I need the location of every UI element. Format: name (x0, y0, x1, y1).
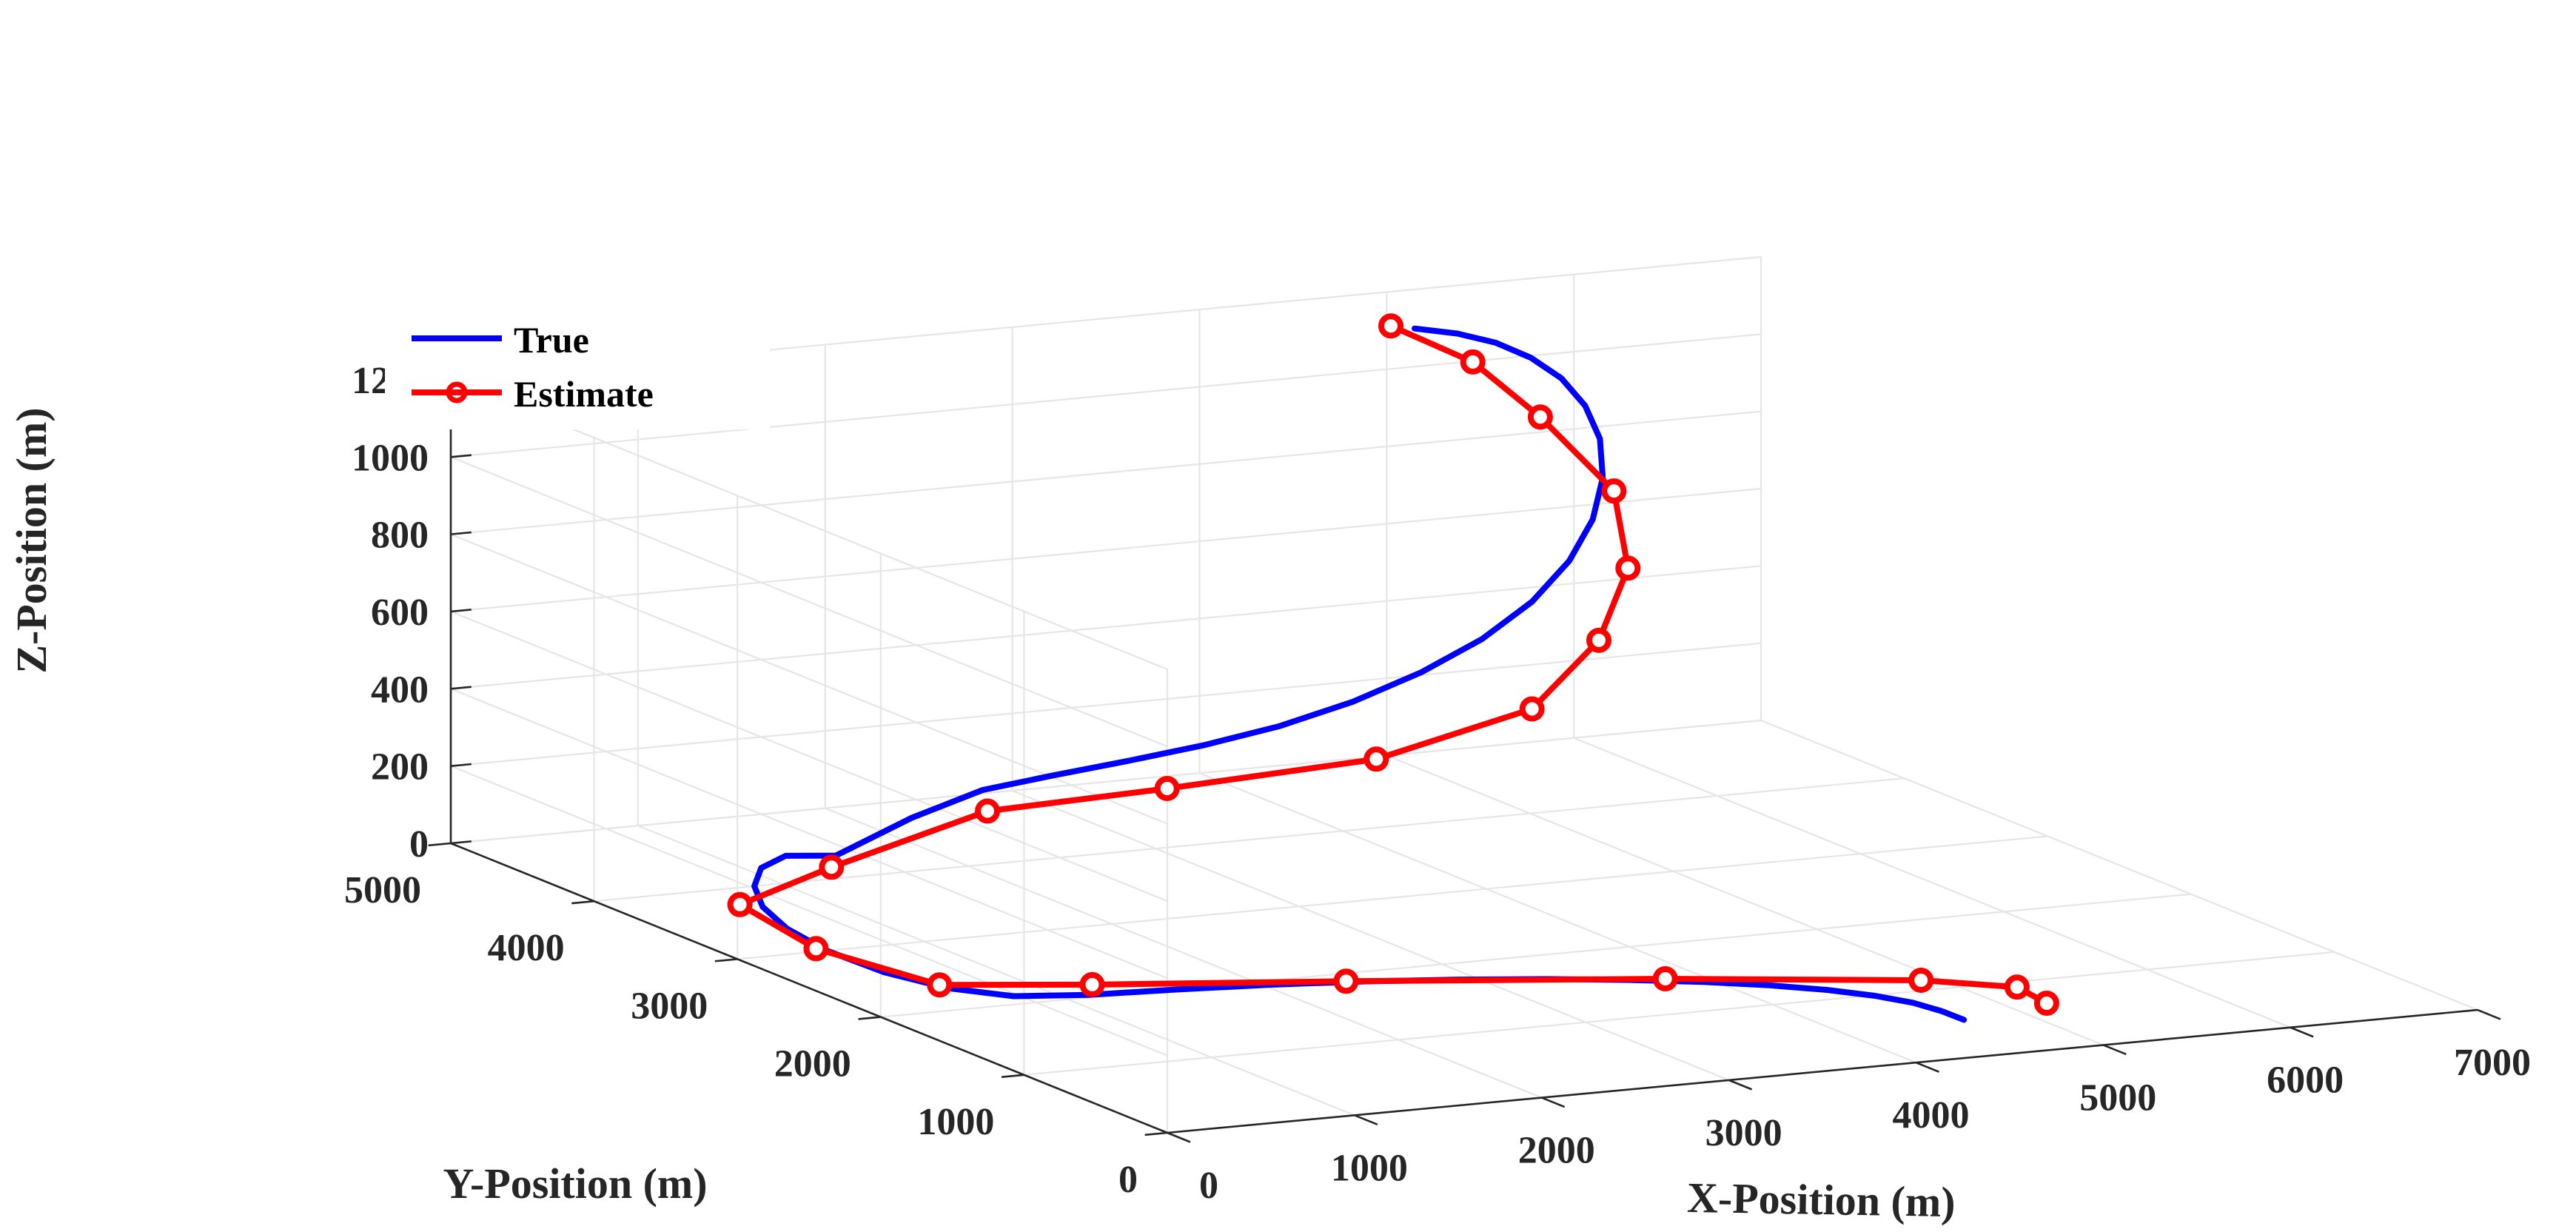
series-estimate-point (727, 891, 753, 917)
series-estimate-point (1601, 478, 1627, 504)
z-tick-mark (450, 531, 472, 535)
x-tick-label: 5000 (2079, 1077, 2156, 1119)
sidewall-gridline-z (450, 610, 1168, 902)
legend: True Estimate (385, 296, 770, 429)
z-tick-label: 400 (371, 669, 429, 711)
sidewall-gridline-z (450, 456, 1168, 748)
z-tick-mark (450, 840, 472, 845)
series-estimate-point (1460, 349, 1486, 375)
floor-gridline-x (1760, 720, 2478, 1011)
series-estimate-point (1154, 776, 1180, 801)
x-axis-line (1167, 1008, 2478, 1134)
x-tick-label: 3000 (1705, 1112, 1782, 1154)
y-axis-line (450, 842, 1168, 1134)
floor-gridline-y (594, 777, 1905, 903)
y-axis-title: Y-Position (m) (443, 1159, 707, 1208)
floor-gridline-y (737, 835, 2048, 960)
sidewall-gridline-z (450, 765, 1168, 1057)
z-tick-label: 200 (371, 746, 429, 789)
y-tick-mark (1001, 1074, 1024, 1078)
y-tick-mark (571, 900, 594, 905)
y-tick-mark (1144, 1131, 1168, 1136)
z-tick-label: 0 (409, 823, 429, 866)
x-tick-label: 0 (1199, 1165, 1218, 1207)
z-tick-label: 800 (371, 515, 429, 557)
z-axis-title: Z-Position (m) (7, 407, 56, 673)
x-tick-mark (1541, 1097, 1566, 1108)
legend-estimate-marker (446, 381, 468, 404)
floor-gridline-x (825, 807, 1543, 1099)
y-tick-mark (858, 1016, 881, 1020)
series-estimate-point (819, 854, 845, 880)
series-estimate-point (1333, 968, 1359, 994)
series-estimate-point (803, 936, 829, 962)
floor-gridline-x (1199, 772, 1916, 1064)
x-tick-label: 4000 (1892, 1094, 1969, 1136)
x-tick-mark (1354, 1114, 1378, 1126)
x-tick-mark (1915, 1061, 1939, 1073)
series-estimate-point (1527, 404, 1553, 430)
y-tick-label: 4000 (488, 927, 565, 969)
series-estimate-point (1364, 746, 1389, 772)
x-tick-label: 7000 (2454, 1042, 2531, 1084)
x-tick-label: 6000 (2267, 1059, 2344, 1102)
x-tick-mark (2102, 1044, 2127, 1056)
series-estimate-point (1908, 968, 1934, 993)
floor-gridline-x (1386, 754, 2104, 1046)
floor-gridline-y (1024, 951, 2335, 1076)
series-estimate-point (975, 798, 1000, 824)
y-tick-label: 5000 (344, 869, 421, 911)
series-estimate-point (927, 972, 953, 998)
z-tick-label: 1000 (352, 437, 429, 479)
x-tick-mark (2290, 1026, 2314, 1038)
series-estimate-line (737, 323, 2050, 1006)
x-axis-title: X-Position (m) (1687, 1174, 1956, 1226)
backwall-gridline-z (450, 719, 1762, 845)
x-tick-label: 1000 (1331, 1147, 1408, 1189)
series-estimate-point (1652, 966, 1678, 991)
backwall-gridline-z (450, 487, 1762, 613)
z-tick-mark (450, 454, 472, 458)
backwall-gridline-z (450, 333, 1762, 458)
series-estimate-point (1378, 313, 1403, 339)
x-tick-mark (2477, 1008, 2501, 1020)
axis-labels: X-Position (m) Y-Position (m) Z-Position… (7, 407, 1956, 1226)
z-tick-label: 600 (371, 592, 429, 634)
y-tick-label: 0 (1118, 1159, 1138, 1201)
y-tick-mark (714, 958, 738, 962)
legend-estimate-label: Estimate (514, 373, 654, 415)
legend-true-label: True (514, 319, 589, 361)
sidewall-gridline-z (450, 688, 1168, 980)
backwall-gridline-z (450, 410, 1762, 535)
backwall-gridline-z (450, 642, 1762, 767)
y-tick-mark (428, 842, 452, 847)
series-estimate-point (2004, 974, 2030, 1000)
data-series (727, 313, 2059, 1023)
x-tick-mark (1728, 1079, 1753, 1091)
z-tick-mark (450, 763, 472, 767)
series-estimate-point (2033, 991, 2059, 1016)
z-tick-mark (450, 609, 472, 613)
x-tick-label: 2000 (1518, 1130, 1595, 1172)
y-tick-label: 2000 (774, 1043, 851, 1085)
z-tick-mark (450, 686, 472, 690)
series-estimate-point (1519, 696, 1545, 722)
series-estimate-point (1586, 627, 1611, 653)
legend-box (385, 296, 770, 429)
series-estimate-point (1079, 971, 1105, 997)
y-tick-label: 3000 (631, 985, 708, 1027)
x-tick-mark (1167, 1131, 1191, 1143)
floor-gridline-x (1012, 789, 1729, 1081)
floor-gridline-x (1573, 737, 2291, 1028)
y-tick-label: 1000 (917, 1101, 994, 1143)
series-estimate-point (1615, 555, 1641, 581)
